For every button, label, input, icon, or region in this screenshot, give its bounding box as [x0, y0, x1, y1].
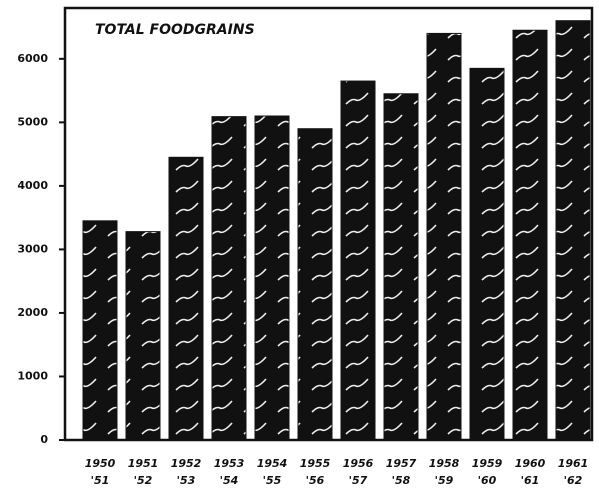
x-tick-label: 1954 — [257, 457, 288, 470]
bar — [512, 29, 548, 441]
x-tick-label: '61 — [521, 474, 540, 487]
x-tick-label: '53 — [177, 474, 196, 487]
x-tick-label: 1953 — [214, 457, 245, 470]
x-tick-label: '58 — [392, 474, 411, 487]
y-tick-label: 1000 — [17, 369, 48, 382]
x-tick-label: 1958 — [429, 457, 460, 470]
bar — [211, 116, 247, 441]
y-tick-label: 0 — [40, 433, 48, 446]
x-tick-label: 1956 — [343, 457, 374, 470]
x-tick-label: 1950 — [85, 457, 116, 470]
bar — [125, 231, 161, 441]
bar — [168, 156, 204, 441]
x-tick-label: 1957 — [386, 457, 417, 470]
bar — [469, 67, 505, 441]
x-tick-label: 1955 — [300, 457, 331, 470]
y-tick-label: 5000 — [17, 115, 48, 128]
bar — [297, 128, 333, 441]
bar — [426, 32, 462, 441]
x-tick-label: 1959 — [472, 457, 503, 470]
x-tick-label: 1961 — [558, 457, 589, 470]
x-tick-label: 1960 — [515, 457, 546, 470]
bar — [340, 80, 376, 441]
bar — [383, 93, 419, 441]
x-tick-label: '51 — [91, 474, 110, 487]
bar — [254, 115, 290, 441]
x-tick-label: 1951 — [128, 457, 159, 470]
x-tick-label: '62 — [564, 474, 583, 487]
y-tick-label: 3000 — [17, 242, 48, 255]
y-tick-label: 4000 — [17, 179, 48, 192]
x-tick-label: 1952 — [171, 457, 202, 470]
bar — [82, 220, 118, 441]
x-tick-label: '52 — [134, 474, 153, 487]
bar — [555, 20, 591, 441]
chart-title: TOTAL FOODGRAINS — [95, 22, 255, 38]
y-tick-label: 6000 — [17, 52, 48, 65]
x-tick-label: '59 — [435, 474, 454, 487]
x-tick-label: '57 — [349, 474, 368, 487]
x-tick-label: '54 — [220, 474, 239, 487]
y-tick-label: 2000 — [17, 306, 48, 319]
x-tick-label: '55 — [263, 474, 282, 487]
x-tick-label: '56 — [306, 474, 325, 487]
x-tick-label: '60 — [478, 474, 497, 487]
